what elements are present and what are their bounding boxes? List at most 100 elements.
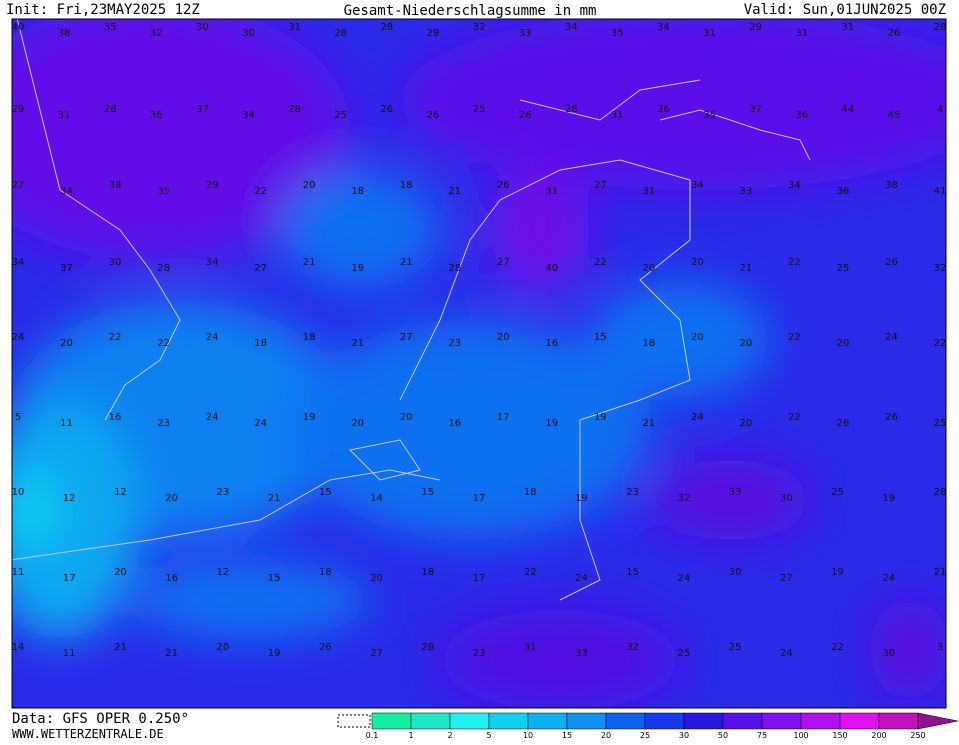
- value-label: 20: [740, 338, 753, 349]
- legend-swatch: [410, 712, 451, 730]
- value-label: 30: [196, 22, 209, 33]
- value-label: 20: [400, 412, 413, 423]
- value-label: 31: [642, 186, 655, 197]
- value-label: 28: [104, 104, 117, 115]
- value-label: 29: [206, 180, 219, 191]
- value-label: 21: [934, 567, 947, 578]
- value-label: 15: [626, 567, 639, 578]
- value-label: 29: [427, 28, 440, 39]
- value-label: 34: [206, 257, 219, 268]
- value-label: 34: [242, 110, 255, 121]
- value-label: 11: [12, 567, 25, 578]
- legend-below-min: [337, 714, 371, 728]
- value-label: 26: [497, 180, 510, 191]
- legend-label: 30: [679, 731, 689, 740]
- value-label: 25: [831, 487, 844, 498]
- legend-label: 1: [408, 731, 413, 740]
- value-label: 22: [109, 332, 122, 343]
- value-label: 20: [351, 418, 364, 429]
- value-label: 20: [60, 338, 73, 349]
- value-label: 27: [780, 573, 793, 584]
- value-label: 19: [831, 567, 844, 578]
- value-label: 16: [448, 418, 461, 429]
- value-label: 26: [888, 28, 901, 39]
- value-label: 12: [114, 487, 127, 498]
- value-label: 18: [400, 180, 413, 191]
- value-label: 20: [217, 642, 230, 653]
- value-label: 31: [795, 28, 808, 39]
- legend-swatch: [566, 712, 607, 730]
- value-label: 20: [370, 573, 383, 584]
- value-label: 22: [157, 338, 170, 349]
- website: WWW.WETTERZENTRALE.DE: [12, 727, 164, 741]
- value-label: 22: [934, 338, 947, 349]
- legend-swatch: [488, 712, 529, 730]
- map: 40 38 35 32 30 30 31 28 28 29 32 33 34 35 34 31 29 31 31 26…: [12, 19, 947, 708]
- value-label: 35: [611, 28, 624, 39]
- value-label: 34: [565, 22, 578, 33]
- value-label: 20: [114, 567, 127, 578]
- value-label: 22: [524, 567, 537, 578]
- value-label: 26: [519, 110, 532, 121]
- value-label: 19: [575, 493, 588, 504]
- value-label: 19: [545, 418, 558, 429]
- value-label: 27: [400, 332, 413, 343]
- value-label: 10: [12, 487, 25, 498]
- value-label: 23: [473, 648, 486, 659]
- legend-swatch: [371, 712, 412, 730]
- value-label: 28: [448, 263, 461, 274]
- value-label: 37: [749, 104, 762, 115]
- legend-label: 250: [910, 731, 925, 740]
- value-label: 15: [594, 332, 607, 343]
- value-label: 24: [678, 573, 691, 584]
- value-label: 27: [497, 257, 510, 268]
- value-label: 21: [351, 338, 364, 349]
- legend-swatch: [761, 712, 802, 730]
- value-label: 5: [15, 412, 21, 423]
- value-label: 33: [519, 28, 532, 39]
- value-label: 30: [242, 28, 255, 39]
- value-label: 23: [157, 418, 170, 429]
- value-label: 31: [703, 28, 716, 39]
- value-label: 40: [545, 263, 558, 274]
- value-label: 24: [885, 332, 898, 343]
- value-label: 11: [60, 418, 73, 429]
- value-label: 16: [545, 338, 558, 349]
- legend-swatch: [800, 712, 841, 730]
- value-label: 30: [882, 648, 895, 659]
- map-frame: [11, 18, 947, 709]
- value-label: 24: [254, 418, 267, 429]
- value-label: 16: [165, 573, 178, 584]
- legend-label: 2: [447, 731, 452, 740]
- value-label: 22: [788, 257, 801, 268]
- value-label: 40: [12, 22, 25, 33]
- value-label: 24: [882, 573, 895, 584]
- legend-swatch: [644, 712, 685, 730]
- value-label: 21: [400, 257, 413, 268]
- value-label: 23: [448, 338, 461, 349]
- value-label: 30: [780, 493, 793, 504]
- value-label: 26: [427, 110, 440, 121]
- value-label: 20: [642, 263, 655, 274]
- value-label: 35: [104, 22, 117, 33]
- value-label: 19: [268, 648, 281, 659]
- value-label: 25: [934, 418, 947, 429]
- value-label: 32: [678, 493, 691, 504]
- value-label: 23: [217, 487, 230, 498]
- value-label: 35: [703, 110, 716, 121]
- legend-swatch: [683, 712, 724, 730]
- value-label: 32: [473, 22, 486, 33]
- value-label: 14: [12, 642, 25, 653]
- value-label: 31: [545, 186, 558, 197]
- value-label: 26: [319, 642, 332, 653]
- value-label: 37: [196, 104, 209, 115]
- legend-label: 15: [562, 731, 572, 740]
- value-label: 33: [575, 648, 588, 659]
- value-label: 28: [380, 22, 393, 33]
- value-label: 38: [109, 180, 122, 191]
- value-label: 34: [12, 257, 25, 268]
- value-label: 31: [524, 642, 537, 653]
- value-label: 21: [165, 648, 178, 659]
- value-label: 22: [788, 332, 801, 343]
